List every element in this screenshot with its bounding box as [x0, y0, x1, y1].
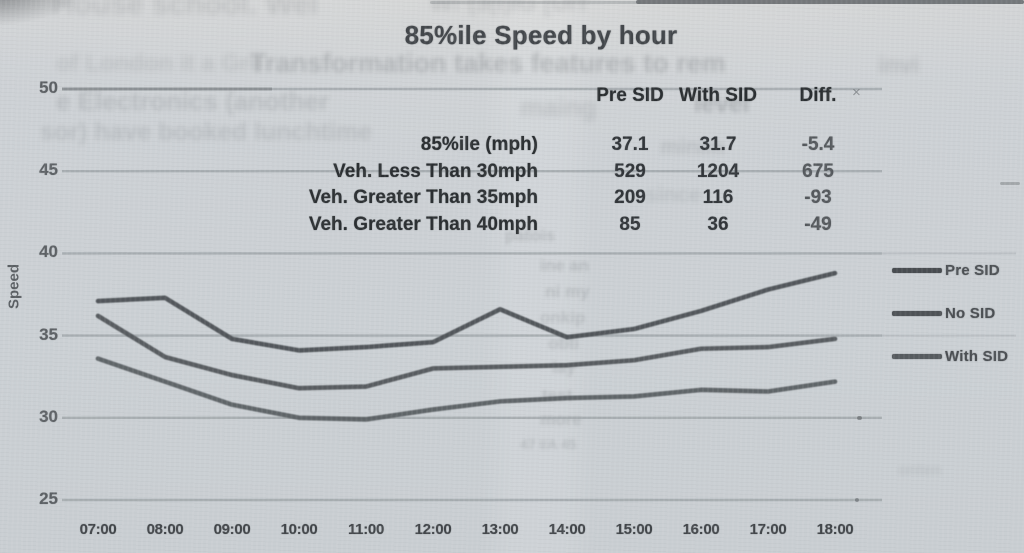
- legend-line-swatch: [892, 267, 942, 273]
- y-axis-title: Speed: [5, 264, 23, 310]
- series-line-pre-sid: [95, 270, 838, 353]
- legend-label: With SID: [945, 347, 1009, 365]
- series-lines: [95, 270, 838, 422]
- legend-item-pre-sid: Pre SID: [892, 260, 1008, 280]
- legend-label: Pre SID: [945, 261, 1000, 279]
- x-tick-label-1000: 10:00: [280, 521, 318, 538]
- stats-value-pre-sid: 85: [619, 213, 641, 235]
- stats-value-diff: 675: [802, 160, 834, 182]
- x-tick-label-1300: 13:00: [481, 521, 519, 538]
- x-tick-label-1100: 11:00: [347, 521, 385, 538]
- stats-header-diff: Diff.: [799, 85, 837, 106]
- x-tick-label-1400: 14:00: [548, 521, 586, 538]
- stats-value-pre-sid: 37.1: [611, 134, 649, 155]
- x-tick-label-0900: 09:00: [213, 521, 251, 538]
- legend-item-with-sid: With SID: [892, 346, 1008, 366]
- x-tick-label-1800: 18:00: [816, 521, 854, 538]
- y-tick-label-45: 45: [39, 160, 58, 180]
- legend-label: No SID: [945, 304, 996, 322]
- chart-title: 85%ile Speed by hour: [404, 20, 678, 50]
- stats-value-diff: -93: [804, 187, 832, 208]
- stats-label-column: 85%ile (mph) Veh. Less Than 30mph Veh. Gre…: [150, 84, 538, 238]
- x-tick-label-0700: 07:00: [79, 521, 117, 538]
- y-tick-label-30: 30: [39, 406, 58, 426]
- stats-value-with-sid: 1204: [696, 160, 740, 182]
- x-tick-label-1700: 17:00: [749, 521, 787, 538]
- legend-line-swatch: [892, 310, 942, 316]
- x-tick-label-1500: 15:00: [615, 521, 653, 538]
- stats-with-sid-column: With SID 31.7 1204 116 36: [666, 84, 770, 238]
- stats-value-with-sid: 116: [702, 187, 734, 208]
- legend-line-swatch: [892, 353, 942, 359]
- stats-value-with-sid: 31.7: [699, 134, 737, 155]
- stats-diff-column: Diff. -5.4 675 -93 -49: [768, 84, 868, 238]
- stats-value-with-sid: 36: [707, 213, 729, 235]
- x-tick-label-1600: 16:00: [682, 521, 720, 538]
- stats-value-diff: -49: [804, 213, 832, 235]
- x-tick-label-1200: 12:00: [414, 521, 452, 538]
- chart-legend: Pre SID No SID With SID: [892, 260, 1008, 366]
- y-tick-label-35: 35: [39, 324, 58, 344]
- legend-item-no-sid: No SID: [892, 303, 1008, 323]
- stats-row-label: Veh. Greater Than 35mph: [308, 187, 538, 208]
- stats-value-diff: -5.4: [801, 134, 835, 155]
- y-tick-label-40: 40: [39, 242, 58, 262]
- stats-header-with-sid: With SID: [679, 85, 757, 106]
- gridlines: [62, 87, 1016, 502]
- series-line-with-sid: [95, 356, 838, 422]
- stats-row-label: Veh. Less Than 30mph: [333, 160, 538, 182]
- stats-row-label: 85%ile (mph): [420, 134, 538, 155]
- y-tick-label-25: 25: [39, 489, 58, 508]
- stats-header-pre-sid: Pre SID: [596, 85, 664, 106]
- y-tick-label-50: 50: [39, 78, 58, 97]
- stats-value-pre-sid: 529: [614, 160, 646, 182]
- x-tick-label-0800: 08:00: [146, 521, 184, 538]
- stats-row-label: Veh. Greater Than 40mph: [308, 213, 538, 235]
- stats-pre-sid-column: Pre SID 37.1 529 209 85: [570, 84, 690, 238]
- series-line-no-sid: [95, 313, 838, 391]
- stats-value-pre-sid: 209: [614, 187, 646, 208]
